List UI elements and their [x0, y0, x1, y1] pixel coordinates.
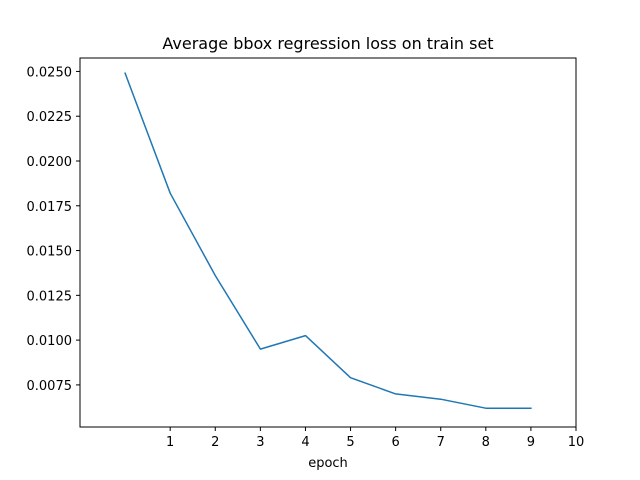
plot-frame — [79, 57, 577, 428]
y-tick-label: 0.0200 — [27, 155, 73, 170]
x-tick-label: 6 — [391, 435, 399, 450]
y-tick-label: 0.0250 — [27, 65, 73, 80]
x-tick-label: 1 — [166, 435, 174, 450]
x-tick-label: 7 — [437, 435, 445, 450]
chart-title: Average bbox regression loss on train se… — [162, 34, 493, 53]
x-tick-label: 2 — [211, 435, 219, 450]
x-tick-label: 8 — [482, 435, 490, 450]
series-line-0 — [124, 72, 532, 409]
x-tick-label: 9 — [527, 435, 535, 450]
x-tick-label: 10 — [568, 435, 585, 450]
x-tick-label: 3 — [256, 435, 264, 450]
x-axis-label: epoch — [308, 456, 348, 471]
x-tick-label: 5 — [346, 435, 354, 450]
y-tick-label: 0.0075 — [27, 379, 73, 394]
plot-area: 1 2 3 4 5 6 7 8 9 10 0.0075 0.0100 0.0125 0.0150 0.017… — [27, 57, 585, 450]
y-tick-label: 0.0100 — [27, 334, 73, 349]
x-tick-label: 4 — [301, 435, 309, 450]
y-tick-label: 0.0175 — [27, 200, 73, 215]
y-tick-label: 0.0225 — [27, 110, 73, 125]
y-tick-label: 0.0125 — [27, 289, 73, 304]
y-tick-label: 0.0150 — [27, 245, 73, 260]
